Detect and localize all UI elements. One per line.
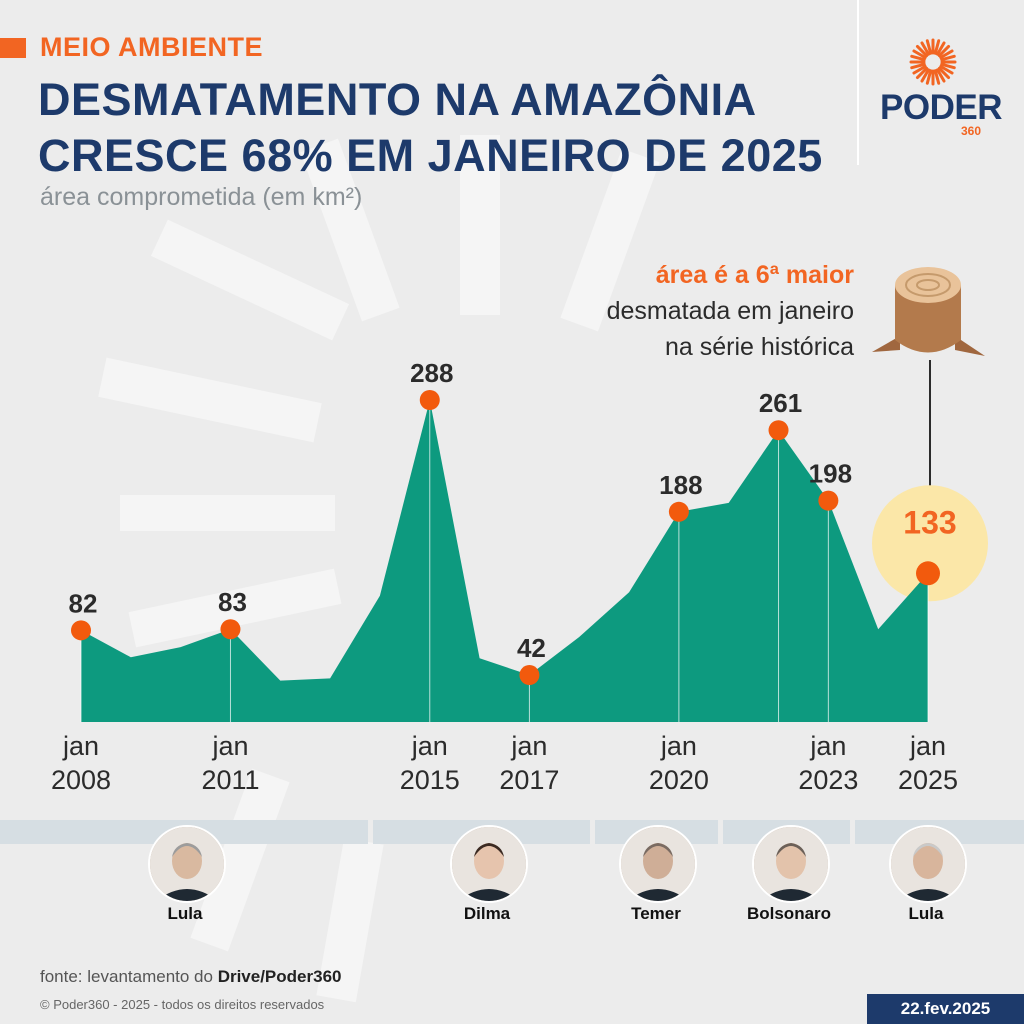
president-name: Bolsonaro bbox=[746, 904, 832, 923]
x-tick-2015-line1: jan bbox=[411, 731, 448, 761]
sun-burst-logo-icon bbox=[909, 38, 957, 86]
x-tick-2011-line1: jan bbox=[211, 731, 248, 761]
area-series bbox=[81, 400, 928, 722]
data-point-2011 bbox=[220, 619, 241, 640]
x-tick-2025-line1: jan bbox=[909, 731, 946, 761]
president-portrait bbox=[752, 825, 830, 903]
annotation-line-2: desmatada em janeiro bbox=[606, 297, 854, 325]
value-label-2015: 288 bbox=[410, 358, 453, 388]
president-name: Temer bbox=[631, 904, 681, 923]
x-tick-2008-line1: jan bbox=[62, 731, 99, 761]
header-accent-square bbox=[0, 38, 26, 58]
value-label-2017: 42 bbox=[517, 633, 546, 663]
data-point-2025 bbox=[916, 561, 940, 586]
x-tick-2023-line1: jan bbox=[809, 731, 846, 761]
x-tick-2023-line2: 2023 bbox=[798, 765, 858, 795]
data-point-2020 bbox=[668, 501, 689, 522]
president-portrait bbox=[889, 825, 967, 903]
value-label-2023: 198 bbox=[809, 459, 852, 489]
source-name: Drive/Poder360 bbox=[217, 967, 342, 986]
value-label-2022: 261 bbox=[759, 388, 802, 418]
president-name: Lula bbox=[167, 904, 203, 923]
value-label-2025: 133 bbox=[903, 504, 956, 540]
logo-wordmark: PODER bbox=[880, 88, 1002, 127]
data-point-2023 bbox=[818, 490, 839, 511]
x-tick-2020-line1: jan bbox=[660, 731, 697, 761]
x-tick-2011-line2: 2011 bbox=[201, 765, 259, 795]
header-divider bbox=[857, 0, 859, 165]
data-point-2008 bbox=[71, 620, 91, 641]
tree-stump-icon bbox=[872, 267, 985, 356]
annotation-highlight: área é a 6ª maior bbox=[655, 261, 854, 289]
data-point-2022 bbox=[768, 420, 789, 441]
deforestation-area-chart: 82 83 288 42 188 261 198 133 jan 2008 jan 2011 jan 2… bbox=[51, 267, 988, 795]
source-prefix: fonte: levantamento do bbox=[40, 967, 218, 986]
annotation-line-3: na série histórica bbox=[665, 333, 854, 361]
chart-subtitle: área comprometida (em km²) bbox=[40, 183, 363, 211]
x-tick-2017-line1: jan bbox=[510, 731, 547, 761]
president-portrait bbox=[619, 825, 697, 903]
headline-line-1: DESMATAMENTO NA AMAZÔNIA bbox=[38, 74, 757, 125]
president-portrait bbox=[450, 825, 528, 903]
x-tick-2025-line2: 2025 bbox=[898, 765, 958, 795]
x-tick-2008-line2: 2008 bbox=[51, 765, 111, 795]
x-tick-2015-line2: 2015 bbox=[400, 765, 460, 795]
data-point-2015 bbox=[419, 390, 440, 410]
president-name: Dilma bbox=[463, 904, 511, 923]
president-portrait bbox=[148, 825, 226, 903]
highlight-circle bbox=[872, 485, 988, 602]
logo-suffix: 360 bbox=[961, 124, 982, 138]
source-note: fonte: levantamento do Drive/Poder360 bbox=[40, 967, 341, 987]
publish-date-badge: 22.fev.2025 bbox=[867, 994, 1024, 1024]
copyright-note: © Poder360 - 2025 - todos os direitos re… bbox=[40, 997, 325, 1012]
president-name: Lula bbox=[908, 904, 944, 923]
section-kicker: MEIO AMBIENTE bbox=[40, 32, 264, 62]
x-tick-2017-line2: 2017 bbox=[499, 765, 559, 795]
value-label-2008: 82 bbox=[69, 588, 98, 618]
x-tick-2020-line2: 2020 bbox=[649, 765, 709, 795]
value-label-2011: 83 bbox=[218, 587, 247, 617]
headline-line-2: CRESCE 68% EM JANEIRO DE 2025 bbox=[38, 130, 823, 181]
data-point-2017 bbox=[519, 665, 540, 686]
value-label-2020: 188 bbox=[659, 470, 702, 500]
